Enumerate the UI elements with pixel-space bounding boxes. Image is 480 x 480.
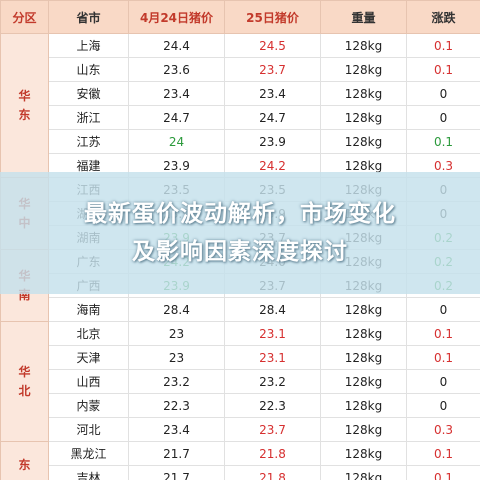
change-cell: 0.1 [406,129,480,154]
change-cell: 0 [406,105,480,130]
weight-cell: 128kg [320,369,407,394]
change-cell: 0.1 [406,345,480,370]
weight-cell: 128kg [320,417,407,442]
province-cell: 河北 [48,417,129,442]
province-cell: 江苏 [48,129,129,154]
province-cell: 吉林 [48,465,129,480]
header-price-25: 25日猪价 [224,0,321,34]
price-25-cell: 23.1 [224,321,321,346]
change-cell: 0.1 [406,33,480,58]
table-row: 河北 23.4 23.7 128kg 0.3 [1,417,480,442]
weight-cell: 128kg [320,465,407,480]
price-apr24-cell: 28.4 [128,297,225,322]
header-weight: 重量 [320,0,407,34]
province-cell: 天津 [48,345,129,370]
price-25-cell: 23.1 [224,345,321,370]
change-cell: 0.1 [406,321,480,346]
banner-title-line-2: 及影响因素深度探讨 [132,239,348,265]
price-apr24-cell: 21.7 [128,465,225,480]
weight-cell: 128kg [320,129,407,154]
region-cell: 华东 [0,33,49,178]
price-apr24-cell: 21.7 [128,441,225,466]
price-apr24-cell: 23.4 [128,417,225,442]
change-cell: 0.1 [406,441,480,466]
table-row: 浙江 24.7 24.7 128kg 0 [1,105,480,130]
province-cell: 黑龙江 [48,441,129,466]
table-row: 华北 北京 23 23.1 128kg 0.1 [0,321,480,442]
table-row: 内蒙 22.3 22.3 128kg 0 [1,393,480,418]
change-cell: 0.1 [406,57,480,82]
price-apr24-cell: 23 [128,321,225,346]
price-25-cell: 24.7 [224,105,321,130]
weight-cell: 128kg [320,33,407,58]
table-row: 吉林 21.7 21.8 128kg 0.1 [1,465,480,480]
province-cell: 内蒙 [48,393,129,418]
title-banner: 最新蛋价波动解析，市场变化 及影响因素深度探讨 [0,172,480,294]
header-price-apr24: 4月24日猪价 [128,0,225,34]
price-apr24-cell: 24.4 [128,33,225,58]
price-25-cell: 21.8 [224,441,321,466]
weight-cell: 128kg [320,393,407,418]
change-cell: 0 [406,393,480,418]
province-cell: 山东 [48,57,129,82]
province-cell: 山西 [48,369,129,394]
table-row: 安徽 23.4 23.4 128kg 0 [1,81,480,106]
price-apr24-cell: 23.4 [128,81,225,106]
price-25-cell: 23.7 [224,57,321,82]
province-cell: 上海 [48,33,129,58]
price-25-cell: 23.9 [224,129,321,154]
province-cell: 海南 [48,297,129,322]
region-label: 华北 [18,364,31,398]
price-apr24-cell: 23.6 [128,57,225,82]
weight-cell: 128kg [320,81,407,106]
table-row: 华东 上海 24.4 24.5 128kg 0.1 [0,33,480,178]
weight-cell: 128kg [320,57,407,82]
province-cell: 北京 [48,321,129,346]
price-apr24-cell: 23 [128,345,225,370]
price-25-cell: 23.2 [224,369,321,394]
table-row: 山西 23.2 23.2 128kg 0 [1,369,480,394]
price-25-cell: 24.5 [224,33,321,58]
price-25-cell: 21.8 [224,465,321,480]
weight-cell: 128kg [320,105,407,130]
header-region: 分区 [0,0,49,34]
price-25-cell: 28.4 [224,297,321,322]
table-row: 江苏 24 23.9 128kg 0.1 [1,129,480,154]
change-cell: 0 [406,297,480,322]
change-cell: 0 [406,81,480,106]
province-cell: 安徽 [48,81,129,106]
change-cell: 0 [406,369,480,394]
weight-cell: 128kg [320,297,407,322]
price-apr24-cell: 23.2 [128,369,225,394]
change-cell: 0.1 [406,465,480,480]
region-label: 华东 [18,88,31,122]
price-apr24-cell: 24.7 [128,105,225,130]
price-25-cell: 23.7 [224,417,321,442]
price-25-cell: 23.4 [224,81,321,106]
weight-cell: 128kg [320,441,407,466]
header-province: 省市 [48,0,129,34]
table-row: 山东 23.6 23.7 128kg 0.1 [1,57,480,82]
weight-cell: 128kg [320,321,407,346]
banner-title-line-1: 最新蛋价波动解析，市场变化 [84,201,396,227]
region-cell: 华北 [0,321,49,442]
weight-cell: 128kg [320,345,407,370]
header-change: 涨跌 [406,0,480,34]
table-header-row: 分区 省市 4月24日猪价 25日猪价 重量 涨跌 [0,0,480,34]
change-cell: 0.3 [406,417,480,442]
table-row: 天津 23 23.1 128kg 0.1 [1,345,480,370]
price-apr24-cell: 24 [128,129,225,154]
region-cell: 东 [0,441,49,480]
table-row: 东 黑龙江 21.7 21.8 128kg 0.1 [0,441,480,480]
region-label: 东 [18,458,31,472]
price-25-cell: 22.3 [224,393,321,418]
province-cell: 浙江 [48,105,129,130]
table-row: 海南 28.4 28.4 128kg 0 [1,297,480,322]
price-apr24-cell: 22.3 [128,393,225,418]
